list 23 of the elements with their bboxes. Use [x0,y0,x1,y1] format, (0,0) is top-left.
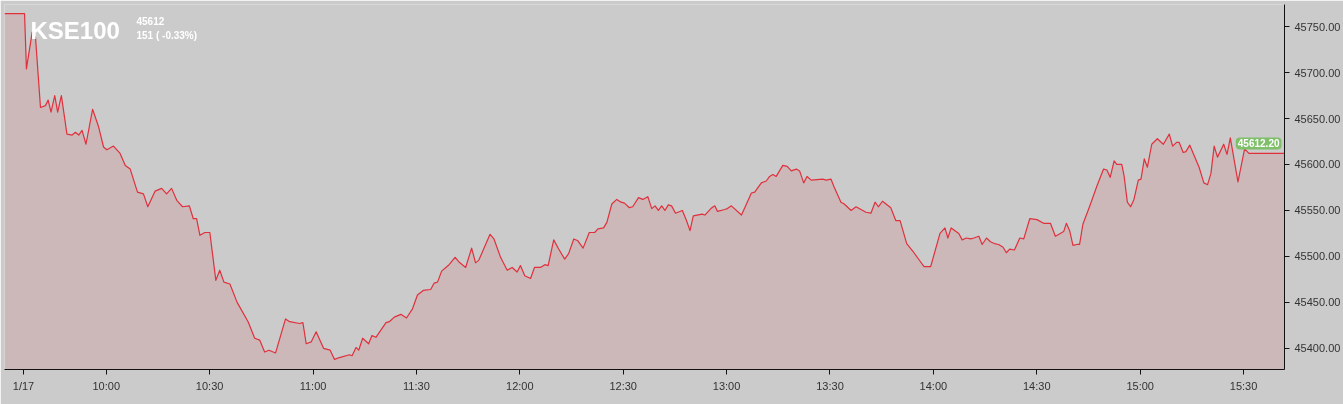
y-tick-label: 45400.00 [1294,342,1341,355]
y-tick-label: 45650.00 [1294,112,1341,125]
x-tick-label: 12:00 [506,379,534,392]
y-tick-label: 45500.00 [1294,250,1341,263]
y-tick-label: 45450.00 [1294,296,1341,309]
x-tick-label: 11:30 [403,379,430,392]
x-tick-label: 15:00 [1126,379,1154,392]
y-tick-label: 45700.00 [1294,66,1341,79]
annotation: 45612.20 [1237,138,1280,150]
y-tick-label: 45550.00 [1294,204,1341,217]
x-tick-label: 1/17 [12,379,35,392]
x-tick-label: 15:30 [1229,379,1258,392]
y-tick-label: 45600.00 [1294,158,1341,171]
x-tick-label: 14:30 [1023,379,1051,392]
x-tick-label: 13:30 [816,379,844,392]
y-tick-label: 45750.00 [1294,20,1341,33]
x-tick-label: 13:00 [712,379,741,392]
text: KSE100 [30,16,120,44]
x-tick-label: 14:00 [919,379,948,392]
x-tick-label: 11:00 [299,379,327,392]
x-tick-label: 10:00 [92,379,121,392]
x-tick-label: 12:30 [609,379,637,392]
x-tick-label: 10:30 [195,379,224,392]
